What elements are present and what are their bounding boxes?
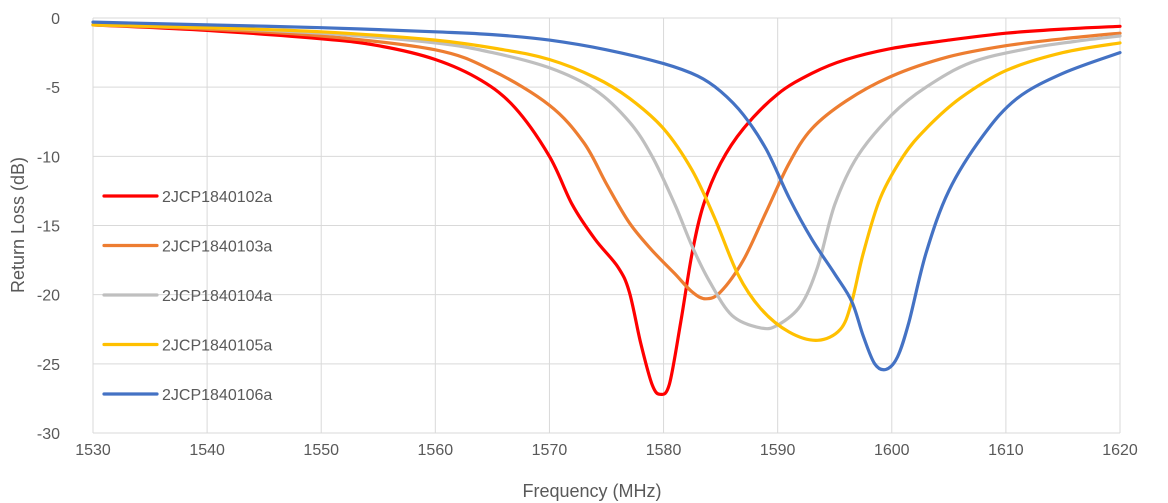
- x-tick-label: 1560: [418, 442, 454, 459]
- series-lines: [91, 20, 1122, 397]
- grid: [92, 17, 1121, 434]
- legend: 2JCP1840102a 2JCP1840103a 2JCP1840104a 2JCP…: [102, 189, 272, 404]
- x-tick-label: 1580: [646, 442, 682, 459]
- series-line-2JCP1840104a: [91, 23, 1122, 331]
- x-tick-label: 1530: [75, 442, 111, 459]
- legend-item: 2JCP1840104a: [102, 288, 272, 305]
- y-tick-label: -20: [37, 288, 60, 305]
- y-tick-label: -25: [37, 357, 60, 374]
- legend-label: 2JCP1840105a: [162, 338, 272, 355]
- x-tick-label: 1610: [988, 442, 1024, 459]
- y-axis-title: Return Loss (dB): [8, 157, 28, 293]
- series-line-2JCP1840105a: [91, 23, 1122, 342]
- y-tick-label: -5: [46, 80, 60, 97]
- x-axis-ticks: 1530 1540 1550 1560 1570 1580 1590 1600 1610 1620: [75, 442, 1138, 459]
- series-line-2JCP1840103a: [91, 23, 1122, 301]
- legend-item: 2JCP1840105a: [102, 338, 272, 355]
- legend-label: 2JCP1840104a: [162, 288, 272, 305]
- legend-label: 2JCP1840103a: [162, 239, 272, 256]
- x-tick-label: 1600: [874, 442, 910, 459]
- y-axis-ticks: 0 -5 -10 -15 -20 -25 -30: [37, 11, 60, 443]
- x-axis-title: Frequency (MHz): [522, 481, 661, 501]
- y-tick-label: -15: [37, 219, 60, 236]
- x-tick-label: 1590: [760, 442, 796, 459]
- series-line-2JCP1840106a: [91, 20, 1122, 372]
- legend-label: 2JCP1840106a: [162, 387, 272, 404]
- x-tick-label: 1550: [303, 442, 339, 459]
- legend-item: 2JCP1840102a: [102, 189, 272, 206]
- series-line-2JCP1840102a: [91, 23, 1122, 397]
- x-tick-label: 1540: [189, 442, 225, 459]
- legend-item: 2JCP1840106a: [102, 387, 272, 404]
- y-tick-label: -10: [37, 149, 60, 166]
- legend-label: 2JCP1840102a: [162, 189, 272, 206]
- y-tick-label: -30: [37, 426, 60, 443]
- legend-item: 2JCP1840103a: [102, 239, 272, 256]
- x-tick-label: 1570: [532, 442, 568, 459]
- x-tick-label: 1620: [1102, 442, 1138, 459]
- y-tick-label: 0: [51, 11, 60, 28]
